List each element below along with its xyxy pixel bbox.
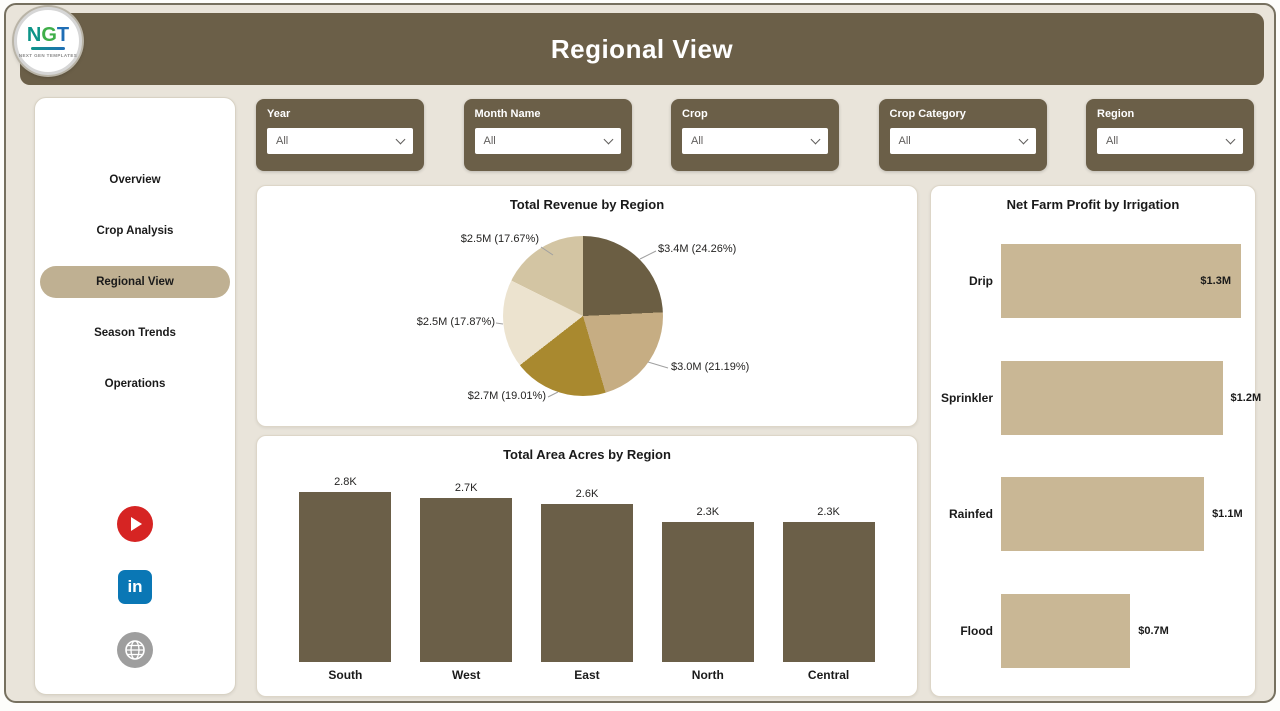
area-bar[interactable] (782, 522, 875, 662)
profit-bar-value: $1.1M (1212, 508, 1243, 521)
dashboard-canvas: Regional View NGT NEXT GEN TEMPLATES Ove… (4, 3, 1276, 703)
profit-bar[interactable] (1001, 593, 1131, 668)
bar-category-label: West (451, 668, 481, 682)
chevron-down-icon (603, 134, 613, 145)
chevron-down-icon (1225, 134, 1236, 145)
pie-data-label: $2.7M (19.01%) (467, 390, 546, 402)
filter-crop: Crop All (671, 99, 839, 171)
hbar-category-label: Drip (969, 274, 993, 288)
hbar-category-label: Flood (960, 623, 993, 638)
filter-value: All (1106, 135, 1119, 147)
globe-glyph (125, 640, 145, 660)
filter-value: All (898, 135, 911, 147)
filter-region: Region All (1086, 99, 1254, 171)
profit-bar[interactable] (1001, 477, 1205, 552)
filter-label: Crop Category (889, 108, 966, 120)
pie-data-label: $3.0M (21.19%) (671, 361, 750, 373)
sidebar-item[interactable]: Regional View (40, 266, 230, 298)
hbar-track: $1.1M (1001, 477, 1243, 552)
profit-row: Drip $1.3M (939, 244, 1241, 318)
filter-label: Crop (682, 108, 708, 120)
hbar-track: $1.2M (1001, 360, 1261, 435)
bar-value-label: 2.3K (696, 506, 720, 518)
youtube-icon[interactable] (117, 506, 153, 542)
filter-month-dropdown[interactable]: All (474, 128, 621, 154)
filter-crop-category-dropdown[interactable]: All (889, 128, 1036, 154)
area-acres-panel: Total Area Acres by Region 2.8K South 2.… (256, 435, 918, 697)
chevron-down-icon (1018, 134, 1028, 145)
ngt-logo: NGT NEXT GEN TEMPLATES (14, 7, 82, 75)
sidebar: Overview Crop Analysis Regional View Sea… (34, 97, 236, 695)
sidebar-item[interactable]: Overview (109, 174, 161, 186)
revenue-by-region-panel: Total Revenue by Region $3.4M (24.26%) $… (256, 185, 918, 427)
play-glyph (131, 517, 142, 531)
filter-region-dropdown[interactable]: All (1097, 128, 1243, 154)
social-links (35, 506, 235, 694)
profit-row: Flood $0.7M (939, 593, 1241, 668)
filter-bar: Year All Month Name All Crop All Crop Ca… (256, 99, 1254, 171)
profit-bar-value: $1.2M (1230, 391, 1262, 404)
sidebar-item[interactable]: Operations (104, 378, 166, 390)
bar-group: 2.3K Central (779, 476, 879, 684)
profit-bar-value: $1.3M (1200, 275, 1231, 287)
hbar-category-label: Sprinkler (940, 390, 993, 405)
revenue-pie[interactable] (503, 236, 663, 396)
bar-value-label: 2.7K (454, 482, 478, 494)
sidebar-item[interactable]: Crop Analysis (96, 225, 174, 237)
filter-crop-category: Crop Category All (878, 99, 1047, 171)
header-bar: Regional View (20, 13, 1264, 85)
chevron-down-icon (810, 134, 821, 145)
chevron-down-icon (395, 134, 406, 145)
bar-group: 2.8K South (295, 476, 395, 684)
area-bar[interactable] (420, 498, 513, 662)
profit-row: Sprinkler $1.2M (939, 360, 1261, 435)
hbar-track: $1.3M (1001, 244, 1241, 318)
chart-title: Total Revenue by Region (509, 197, 665, 212)
bar-value-label: 2.3K (817, 506, 840, 518)
filter-label: Month Name (474, 108, 541, 120)
profit-bar-value: $0.7M (1138, 624, 1169, 637)
filter-label: Region (1097, 108, 1135, 120)
bar-group: 2.6K East (537, 476, 637, 684)
filter-value: All (483, 135, 496, 147)
linkedin-icon[interactable] (118, 570, 152, 604)
pie-data-label: $2.5M (17.87%) (416, 316, 495, 328)
bar-value-label: 2.6K (575, 488, 599, 500)
filter-crop-dropdown[interactable]: All (682, 128, 828, 154)
pie-data-label: $3.4M (24.26%) (658, 243, 737, 255)
profit-row: Rainfed $1.1M (939, 477, 1243, 552)
hbar-chart: Drip $1.3M Sprinkler $1.2M Rainfed $1.1M (939, 244, 1261, 668)
filter-year: Year All (256, 99, 424, 171)
sidebar-item[interactable]: Season Trends (94, 327, 176, 339)
pie-data-label: $2.5M (17.67%) (460, 233, 539, 245)
chart-title: Total Area Acres by Region (503, 447, 671, 462)
bar-group: 2.7K West (416, 476, 516, 684)
filter-label: Year (267, 108, 291, 120)
hbar-track: $0.7M (1001, 593, 1241, 668)
bar-category-label: South (328, 668, 363, 682)
logo-caption: NEXT GEN TEMPLATES (18, 52, 78, 58)
filter-value: All (276, 135, 289, 147)
filter-year-dropdown[interactable]: All (267, 128, 413, 154)
ngt-logo-letters: NGT (26, 23, 70, 46)
bar-value-label: 2.8K (334, 476, 357, 488)
logo-swoosh (31, 46, 65, 50)
bar-category-label: Central (807, 668, 850, 682)
net-farm-profit-panel: Net Farm Profit by Irrigation Drip $1.3M… (930, 185, 1261, 697)
area-bar[interactable] (540, 504, 633, 662)
profit-bar[interactable] (1001, 360, 1223, 435)
area-bar[interactable] (661, 522, 754, 662)
bar-group: 2.3K North (658, 476, 758, 684)
page-title: Regional View (550, 33, 734, 64)
filter-month-name: Month Name All (463, 99, 632, 171)
bar-category-label: East (574, 668, 600, 682)
profit-bar[interactable] (1001, 244, 1241, 318)
bar-chart: 2.8K South 2.7K West 2.6K East 2.3K Nort… (285, 476, 889, 684)
hbar-category-label: Rainfed (948, 507, 993, 522)
area-bar[interactable] (299, 492, 392, 662)
filter-value: All (691, 135, 704, 147)
chart-title: Net Farm Profit by Irrigation (1006, 197, 1180, 212)
website-globe-icon[interactable] (117, 632, 153, 668)
bar-category-label: North (691, 668, 724, 682)
